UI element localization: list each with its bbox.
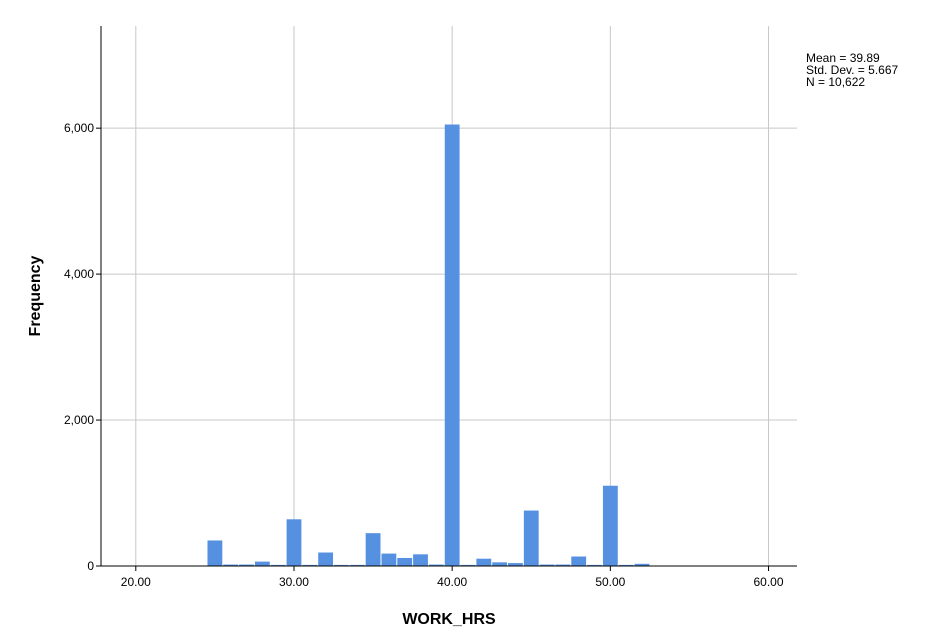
y-tick-label: 0 (87, 559, 94, 573)
histogram-bar (381, 553, 397, 566)
x-tick-label: 40.00 (437, 575, 467, 589)
histogram-bar (539, 564, 555, 566)
histogram-bar (428, 564, 444, 566)
histogram-bar (302, 564, 318, 566)
histogram-bar (476, 558, 492, 566)
histogram-bar (555, 564, 571, 566)
x-tick-label: 30.00 (279, 575, 309, 589)
histogram-bars (207, 124, 650, 566)
mean-stat: Mean = 39.89 (806, 51, 880, 65)
histogram-bar (618, 564, 634, 566)
y-tick-label: 2,000 (64, 413, 94, 427)
histogram-bar (286, 519, 302, 566)
std-dev-stat: Std. Dev. = 5.667 (806, 63, 899, 77)
histogram-bar (571, 556, 587, 566)
histogram-bar (523, 510, 539, 566)
x-tick-labels: 20.00 30.00 40.00 50.00 60.00 (121, 566, 784, 589)
histogram-bar (334, 564, 349, 566)
histogram-bar (349, 564, 365, 566)
histogram-bar (413, 554, 428, 566)
histogram-bar (239, 564, 254, 566)
histogram-bar (397, 557, 413, 566)
y-axis-title: Frequency (27, 255, 44, 336)
histogram-bar (270, 564, 286, 566)
histogram-bar (365, 533, 381, 566)
summary-stats: Mean = 39.89 Std. Dev. = 5.667 N = 10,62… (806, 52, 898, 88)
histogram-bar (444, 124, 460, 566)
histogram-bar (634, 563, 650, 566)
histogram-bar (223, 564, 239, 566)
x-tick-label: 20.00 (121, 575, 151, 589)
histogram-bar (587, 564, 602, 566)
histogram-bar (318, 552, 334, 566)
histogram-bar (207, 540, 223, 566)
x-tick-label: 50.00 (595, 575, 625, 589)
histogram-bar (254, 561, 270, 566)
x-axis-title: WORK_HRS (402, 611, 496, 628)
y-tick-labels: 0 2,000 4,000 6,000 (64, 121, 101, 573)
n-stat: N = 10,622 (806, 75, 866, 89)
y-tick-label: 6,000 (64, 121, 94, 135)
histogram-bar (508, 563, 523, 566)
x-tick-label: 60.00 (754, 575, 784, 589)
histogram-bar (492, 562, 508, 566)
histogram-bar (460, 564, 476, 566)
y-tick-label: 4,000 (64, 267, 94, 281)
histogram-bar (602, 485, 618, 566)
